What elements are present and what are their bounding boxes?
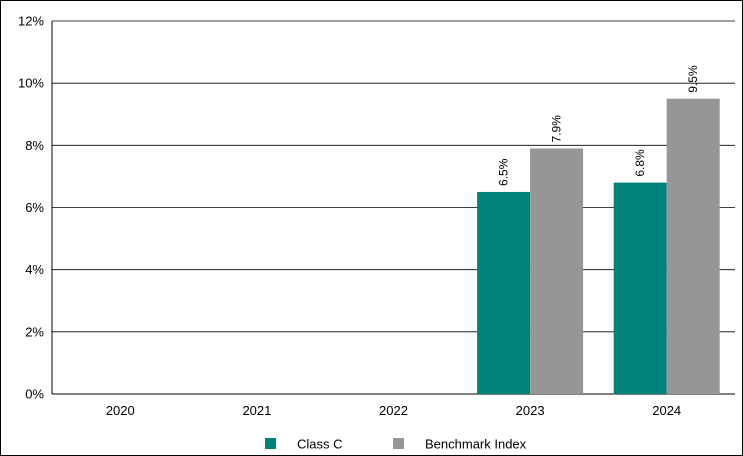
data-label: 6.8% xyxy=(633,149,647,177)
data-label: 6.5% xyxy=(497,158,511,186)
data-label: 9.5% xyxy=(686,65,700,93)
legend-swatch xyxy=(265,438,276,449)
x-tick-label: 2020 xyxy=(106,403,135,418)
y-tick-labels: 0% 2% 4% 6% 8% 10% 12% xyxy=(18,14,44,402)
x-tick-label: 2022 xyxy=(379,403,408,418)
bar-class-c-2024 xyxy=(613,182,667,394)
legend-label: Class C xyxy=(297,437,343,452)
legend: Class C Benchmark Index xyxy=(265,437,527,452)
legend-swatch xyxy=(393,438,404,449)
data-labels: 6.5% 7.9% 6.8% 9.5% xyxy=(497,65,701,186)
bar-benchmark-index-2024 xyxy=(666,98,720,394)
x-tick-label: 2023 xyxy=(516,403,545,418)
legend-label: Benchmark Index xyxy=(425,437,527,452)
data-label: 7.9% xyxy=(550,115,564,143)
y-tick-label: 6% xyxy=(25,200,44,215)
y-tick-label: 4% xyxy=(25,262,44,277)
y-tick-label: 12% xyxy=(18,14,44,29)
y-tick-label: 2% xyxy=(25,324,44,339)
y-tick-label: 10% xyxy=(18,76,44,91)
x-tick-labels: 2020 2021 2022 2023 2024 xyxy=(106,403,681,418)
bar-class-c-2023 xyxy=(477,191,531,394)
x-tick-label: 2024 xyxy=(652,403,681,418)
x-tick-label: 2021 xyxy=(242,403,271,418)
y-tick-label: 8% xyxy=(25,138,44,153)
bars xyxy=(477,98,720,394)
y-tick-label: 0% xyxy=(25,387,44,402)
bar-benchmark-index-2023 xyxy=(530,148,584,394)
